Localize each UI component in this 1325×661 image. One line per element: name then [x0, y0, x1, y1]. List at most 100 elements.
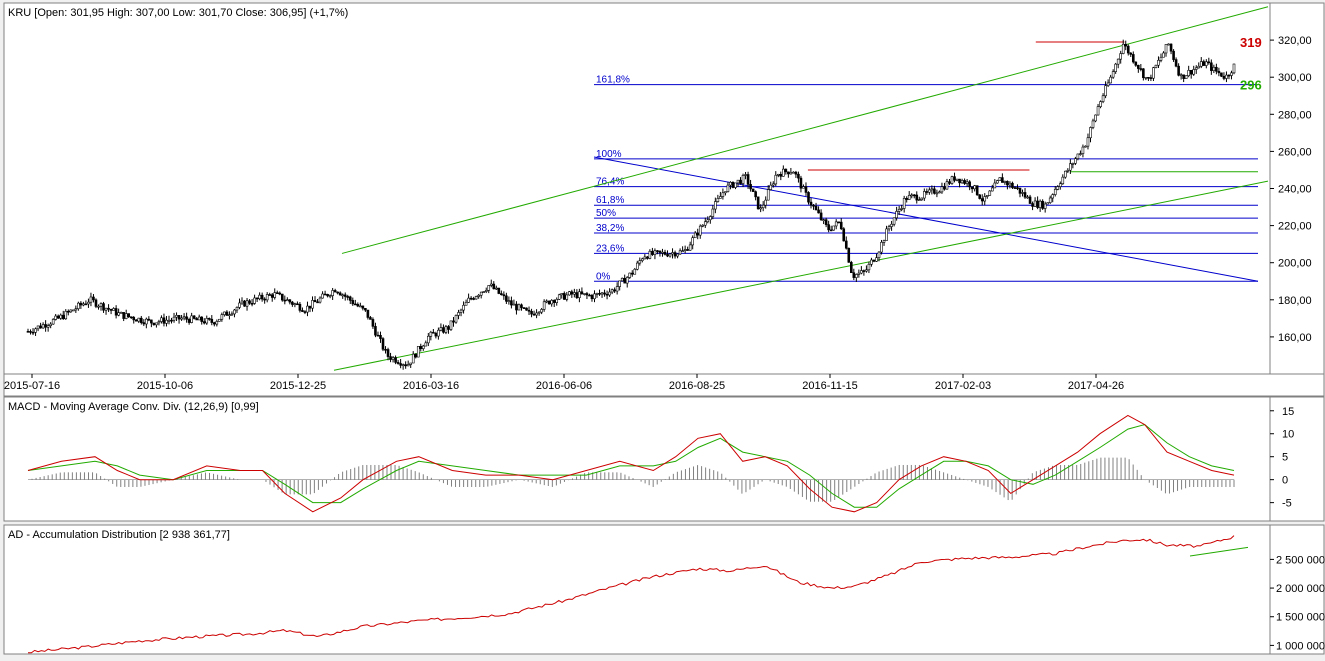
- price-candle-body: [1026, 196, 1029, 199]
- price-candle-body: [905, 198, 908, 200]
- price-candle-body: [676, 253, 679, 257]
- price-candle-body: [452, 320, 455, 323]
- price-candle-body: [915, 194, 919, 201]
- price-candle-body: [583, 293, 586, 295]
- price-candle-body: [308, 305, 312, 309]
- price-candle-body: [996, 180, 999, 184]
- price-candle-body: [406, 364, 410, 367]
- price-candle-body: [897, 208, 901, 212]
- price-candle-body: [1008, 182, 1012, 186]
- ad-y-tick-label: 2 500 000: [1276, 554, 1325, 566]
- channel-upper-line: [341, 6, 1269, 254]
- price-candle-body: [912, 194, 916, 197]
- price-candle-body: [1227, 74, 1231, 77]
- price-candle-body: [92, 296, 95, 301]
- price-candle-body: [497, 287, 501, 294]
- price-candle-body: [963, 180, 966, 184]
- price-candle-body: [1043, 203, 1047, 209]
- price-candle-body: [938, 191, 941, 194]
- price-candle-body: [72, 309, 75, 312]
- price-candle-body: [658, 250, 662, 253]
- price-candle-body: [1154, 64, 1158, 68]
- price-candle-body: [472, 298, 475, 300]
- price-panel-title: KRU [Open: 301,95 High: 307,00 Low: 301,…: [8, 7, 348, 19]
- fib-level-label: 0%: [596, 271, 611, 282]
- x-tick-label: 2015-07-16: [4, 380, 60, 392]
- price-candle-body: [187, 319, 191, 323]
- price-candle-body: [550, 300, 553, 305]
- price-candle-body: [885, 228, 888, 241]
- price-candle-body: [1056, 186, 1060, 190]
- price-candle-body: [746, 174, 750, 185]
- price-candle-body: [454, 315, 458, 323]
- price-candle-body: [875, 257, 878, 262]
- price-candle-body: [457, 312, 460, 316]
- price-candle-body: [1159, 56, 1163, 61]
- price-candle-body: [482, 291, 486, 293]
- price-candle-body: [724, 191, 727, 194]
- price-candle-body: [880, 241, 883, 253]
- price-candle-body: [316, 301, 319, 304]
- ad-y-tick-label: 2 000 000: [1276, 583, 1325, 595]
- fib-level-label: 161,8%: [596, 75, 630, 86]
- price-candle-body: [213, 322, 216, 325]
- price-candle-body: [331, 290, 334, 296]
- price-candle-body: [741, 175, 745, 184]
- price-candle-body: [1101, 95, 1105, 102]
- price-candle-body: [170, 319, 173, 322]
- fib-level-label: 61,8%: [596, 195, 624, 206]
- price-candle-body: [1174, 59, 1178, 67]
- price-candle-body: [411, 353, 415, 364]
- price-candle-body: [99, 303, 103, 307]
- price-candle-body: [560, 293, 564, 296]
- price-candle-body: [1016, 187, 1019, 189]
- price-candle-body: [605, 293, 609, 296]
- price-candle-body: [1169, 43, 1173, 52]
- price-candle-body: [54, 315, 57, 320]
- macd-y-tick-label: 10: [1282, 429, 1294, 441]
- price-candle-body: [278, 292, 282, 295]
- price-candle-body: [651, 250, 654, 255]
- price-candle-body: [683, 249, 687, 251]
- ad-trend-line: [1189, 546, 1249, 557]
- price-candle-body: [59, 314, 63, 319]
- price-candle-body: [97, 305, 100, 308]
- price-candle-body: [1104, 85, 1107, 97]
- price-candle-body: [1134, 61, 1138, 66]
- price-candle-body: [1179, 74, 1183, 77]
- price-series-group: [26, 39, 1236, 370]
- price-candle-body: [623, 277, 627, 284]
- price-candle-body: [827, 224, 830, 231]
- price-y-tick-label: 320,00: [1278, 35, 1312, 47]
- price-candle-body: [719, 196, 722, 199]
- price-y-tick-label: 280,00: [1278, 109, 1312, 121]
- price-candle-body: [761, 204, 765, 209]
- price-candle-body: [162, 317, 166, 324]
- price-candle-body: [573, 292, 576, 295]
- price-candle-body: [703, 221, 707, 226]
- price-candle-body: [150, 319, 153, 324]
- price-candle-body: [980, 198, 984, 202]
- price-candle-body: [1031, 203, 1034, 207]
- price-y-tick-label: 160,00: [1278, 332, 1312, 344]
- price-candle-body: [917, 199, 921, 201]
- price-candle-body: [500, 293, 503, 295]
- price-candle-body: [1164, 44, 1168, 54]
- price-candle-body: [749, 184, 752, 190]
- price-candle-body: [1212, 66, 1216, 71]
- price-candle-body: [479, 291, 483, 296]
- price-candle-body: [243, 300, 246, 307]
- price-candle-body: [706, 219, 710, 223]
- macd-y-tick-label: 0: [1282, 475, 1288, 487]
- price-candle-body: [160, 317, 163, 322]
- price-candle-body: [258, 294, 261, 300]
- price-candle-body: [250, 303, 254, 305]
- price-candle-body: [953, 176, 956, 181]
- price-candle-body: [260, 294, 264, 300]
- price-candle-body: [495, 287, 498, 290]
- price-candle-body: [698, 225, 702, 236]
- price-candle-body: [620, 277, 624, 282]
- price-candle-body: [343, 294, 347, 297]
- price-candle-body: [323, 293, 327, 296]
